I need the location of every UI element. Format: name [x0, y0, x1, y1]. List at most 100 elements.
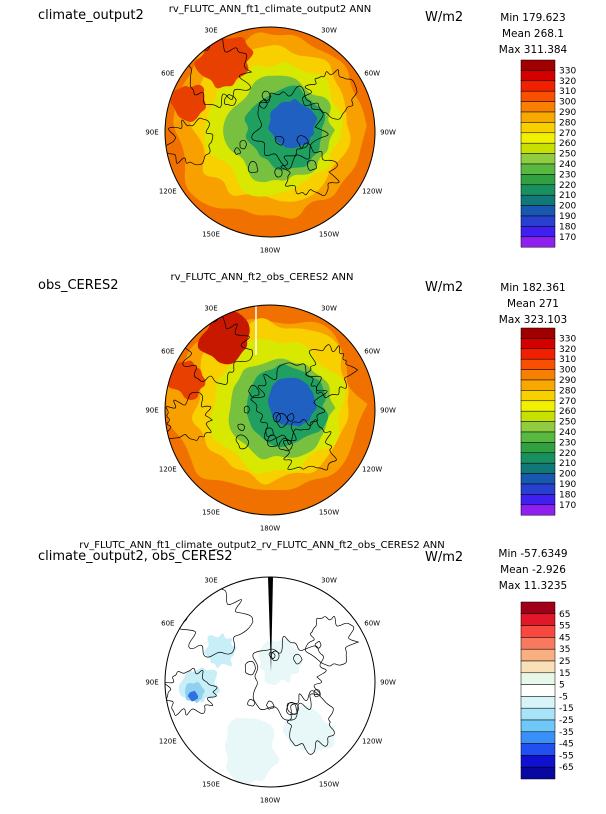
- colorbar-label: -5: [559, 692, 568, 702]
- colorbar-swatch: [520, 80, 556, 92]
- island: [293, 653, 303, 665]
- stat-mean: Mean -2.926: [500, 564, 566, 576]
- coastline: [301, 69, 358, 120]
- colorbar-label: 15: [559, 669, 570, 679]
- colorbar-swatch: [520, 236, 556, 248]
- island: [286, 702, 299, 715]
- colorbar-swatch: [520, 719, 556, 733]
- coastline: [250, 362, 328, 445]
- map-fill: [165, 27, 375, 237]
- colorbar-swatch: [520, 410, 556, 422]
- warm-patch: [170, 84, 206, 123]
- colorbar-swatch: [520, 452, 556, 464]
- island: [247, 161, 259, 174]
- island: [248, 384, 260, 398]
- island: [265, 427, 274, 437]
- longitude-label: 30W: [321, 576, 337, 584]
- colorbar: 3303203103002902802702602502402302202102…: [520, 327, 576, 516]
- coastlines: [165, 33, 358, 197]
- colorbar-label: 180: [559, 222, 576, 232]
- colorbar-label: 250: [559, 150, 576, 160]
- longitude-label: 180W: [260, 525, 280, 533]
- colorbar-label: 310: [559, 87, 576, 97]
- colorbar-swatch: [520, 163, 556, 175]
- colorbar-label: 320: [559, 345, 576, 355]
- colorbar-swatch: [520, 637, 556, 650]
- colorbar-swatch: [520, 327, 556, 339]
- island: [275, 413, 289, 428]
- panel-left-title: climate_output2, obs_CERES2: [38, 549, 233, 564]
- colorbar-swatch: [520, 473, 556, 485]
- polar-map: 30E 30W 60E 60W 90E 90W 120E 120W 150E 150W 180W: [145, 26, 396, 255]
- panel-model: climate_output2 rv_FLUTC_ANN_ft1_climate…: [0, 0, 606, 270]
- coastline: [282, 419, 337, 471]
- longitude-label: 60E: [161, 620, 174, 628]
- longitude-label: 90W: [380, 679, 396, 687]
- colorbar-label: 300: [559, 366, 576, 376]
- island: [272, 412, 281, 423]
- colorbar-label: -45: [559, 740, 574, 750]
- longitude-label: 150E: [202, 231, 220, 239]
- colorbar-swatch: [520, 696, 556, 709]
- longitude-label: 120E: [159, 738, 177, 746]
- longitude-label: 60W: [364, 70, 380, 78]
- colorbar-swatch: [520, 504, 556, 516]
- island: [237, 423, 245, 432]
- colorbar-swatch: [520, 369, 556, 381]
- warm-patch: [168, 360, 206, 400]
- map-border: [164, 26, 376, 238]
- colorbar-swatch: [520, 494, 556, 506]
- colorbar-label: 190: [559, 480, 576, 490]
- colorbar-swatch: [520, 462, 556, 474]
- island: [261, 90, 272, 102]
- colorbar-label: 310: [559, 355, 576, 365]
- longitude-label: 30E: [204, 576, 217, 584]
- colorbar-label: 270: [559, 397, 576, 407]
- coastline: [251, 85, 329, 170]
- colorbar-swatch: [520, 625, 556, 638]
- colorbar-swatch: [520, 672, 556, 685]
- map-border: [164, 304, 376, 516]
- colorbar-label: 5: [559, 681, 565, 691]
- colorbar-swatch: [520, 174, 556, 186]
- colorbar-swatch: [520, 184, 556, 196]
- colorbar-swatch: [520, 153, 556, 165]
- coastline: [280, 142, 340, 197]
- diff-patch: [282, 704, 335, 754]
- colorbar-swatch: [520, 132, 556, 144]
- colorbar-label: 250: [559, 418, 576, 428]
- longitude-label: 120W: [362, 466, 382, 474]
- colorbar: 3303203103002902802702602502402302202102…: [520, 59, 576, 248]
- island: [274, 167, 283, 178]
- colorbar-swatch: [520, 194, 556, 206]
- colorbar-label: 240: [559, 428, 576, 438]
- colorbar-swatch: [520, 59, 556, 71]
- colorbar-swatch: [520, 215, 556, 227]
- island: [271, 650, 280, 662]
- colorbar-label: 220: [559, 181, 576, 191]
- colorbar-label: 170: [559, 501, 576, 511]
- stat-mean: Mean 271: [507, 298, 559, 310]
- island: [233, 147, 241, 155]
- island: [239, 139, 247, 150]
- longitude-label: 150W: [319, 509, 339, 517]
- stats-box: Min 179.623 Mean 268.1 Max 311.384: [488, 10, 578, 58]
- longitude-label: 180W: [260, 247, 280, 255]
- colorbar-swatch: [520, 90, 556, 102]
- map-fill: [165, 305, 375, 515]
- longitude-label: 60W: [364, 620, 380, 628]
- diff-patch: [258, 638, 303, 686]
- colorbar-label: 200: [559, 470, 576, 480]
- island: [307, 159, 317, 171]
- island: [278, 437, 293, 452]
- island: [266, 700, 275, 710]
- longitude-label: 60E: [161, 70, 174, 78]
- coastline: [252, 635, 327, 721]
- coastline: [286, 690, 335, 755]
- longitude-label: 120E: [159, 466, 177, 474]
- colorbar-label: 190: [559, 212, 576, 222]
- stats-box: Min 182.361 Mean 271 Max 323.103: [488, 280, 578, 328]
- diff-patch: [204, 633, 237, 669]
- longitude-label: 90W: [380, 407, 396, 415]
